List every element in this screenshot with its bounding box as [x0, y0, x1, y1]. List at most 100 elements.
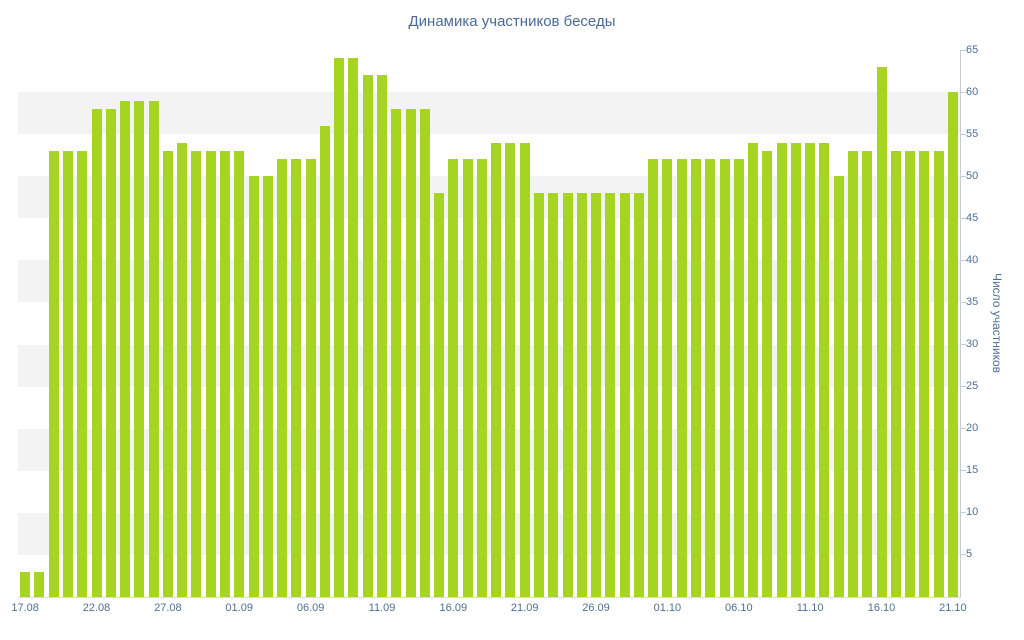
y-axis-tick [960, 217, 966, 219]
bar[interactable] [933, 151, 944, 597]
bar[interactable] [691, 159, 701, 597]
bar[interactable] [220, 151, 230, 597]
y-axis-label: 25 [966, 380, 979, 393]
bar[interactable] [833, 176, 844, 597]
bar[interactable] [790, 142, 801, 597]
bar[interactable] [733, 159, 744, 597]
bar[interactable] [519, 142, 530, 597]
bar[interactable] [862, 151, 873, 597]
grid-band [18, 92, 960, 135]
y-axis-line [960, 50, 961, 597]
x-axis-label: 06.09 [296, 602, 325, 614]
bar[interactable] [419, 108, 430, 597]
x-axis-label: 22.08 [82, 602, 111, 614]
bar[interactable] [177, 142, 188, 597]
bar[interactable] [505, 142, 516, 597]
chart-title: Динамика участников беседы [408, 13, 616, 30]
bar[interactable] [319, 125, 330, 597]
bar[interactable] [576, 193, 587, 597]
bar[interactable] [805, 142, 816, 597]
y-axis-label: 40 [966, 253, 979, 266]
y-axis-tick [960, 302, 966, 303]
bar[interactable] [162, 151, 173, 597]
bar[interactable] [462, 159, 473, 597]
bar[interactable] [562, 193, 573, 597]
bar[interactable] [591, 193, 601, 597]
bar[interactable] [819, 142, 830, 597]
y-axis-tick [960, 175, 966, 177]
y-axis-tick [960, 470, 966, 472]
y-axis-label: 15 [966, 464, 979, 477]
bar[interactable] [848, 151, 858, 597]
bar[interactable] [491, 142, 502, 597]
bar[interactable] [605, 193, 616, 597]
bar[interactable] [405, 108, 416, 597]
bar[interactable] [534, 193, 544, 597]
y-axis-tick [960, 386, 966, 388]
bar[interactable] [919, 151, 930, 597]
bar[interactable] [748, 142, 758, 597]
bar[interactable] [476, 159, 487, 597]
bar[interactable] [548, 193, 559, 597]
bar[interactable] [776, 142, 787, 597]
bar[interactable] [34, 571, 45, 597]
bar[interactable] [377, 75, 387, 597]
bar[interactable] [434, 193, 444, 597]
bar[interactable] [448, 159, 459, 597]
y-axis-tick [960, 259, 966, 261]
bar[interactable] [662, 159, 673, 597]
bar[interactable] [191, 151, 202, 597]
bar[interactable] [134, 100, 145, 597]
grid-band [18, 428, 960, 471]
grid-band [18, 344, 960, 387]
x-axis-label: 06.10 [725, 602, 753, 614]
bar[interactable] [91, 108, 102, 597]
bar[interactable] [248, 176, 259, 597]
bar[interactable] [291, 159, 302, 597]
y-axis-label: 10 [966, 506, 979, 519]
y-axis-label: 50 [966, 169, 979, 182]
bar[interactable] [120, 100, 130, 597]
bar[interactable] [48, 151, 59, 597]
bar[interactable] [334, 58, 345, 597]
bar[interactable] [205, 151, 216, 597]
y-axis-label: 30 [966, 338, 979, 350]
bar[interactable] [348, 58, 359, 597]
bar[interactable] [705, 159, 716, 597]
y-axis-tick [960, 512, 966, 514]
bar[interactable] [262, 176, 273, 597]
bar[interactable] [876, 66, 887, 597]
bar[interactable] [947, 92, 958, 597]
bar[interactable] [362, 75, 373, 597]
x-axis-label: 21.09 [510, 602, 539, 614]
bar[interactable] [63, 151, 73, 597]
bar[interactable] [148, 100, 159, 597]
bar[interactable] [234, 151, 245, 597]
bar[interactable] [77, 151, 88, 597]
y-axis-tick [960, 49, 966, 51]
x-axis-label: 26.09 [582, 602, 610, 614]
bar[interactable] [619, 193, 630, 597]
bar[interactable] [277, 159, 287, 597]
y-axis-tick [960, 344, 966, 345]
bar[interactable] [719, 159, 730, 597]
bar[interactable] [762, 151, 773, 597]
bar[interactable] [633, 193, 644, 597]
bar[interactable] [20, 571, 31, 597]
y-axis-label: 65 [966, 43, 979, 56]
bar[interactable] [305, 159, 316, 597]
grid-band [18, 176, 960, 219]
y-axis-label: 5 [966, 548, 973, 561]
bar[interactable] [391, 108, 402, 597]
bar[interactable] [105, 108, 116, 597]
x-axis-label: 16.09 [439, 602, 468, 614]
y-axis-tick [960, 91, 966, 93]
x-axis-line [18, 597, 961, 598]
bar[interactable] [890, 151, 901, 597]
bar[interactable] [648, 159, 659, 597]
grid-band [18, 512, 960, 555]
y-axis-label: 45 [966, 211, 979, 224]
bar[interactable] [676, 159, 687, 597]
grid-band [18, 260, 960, 303]
bar[interactable] [905, 151, 915, 597]
